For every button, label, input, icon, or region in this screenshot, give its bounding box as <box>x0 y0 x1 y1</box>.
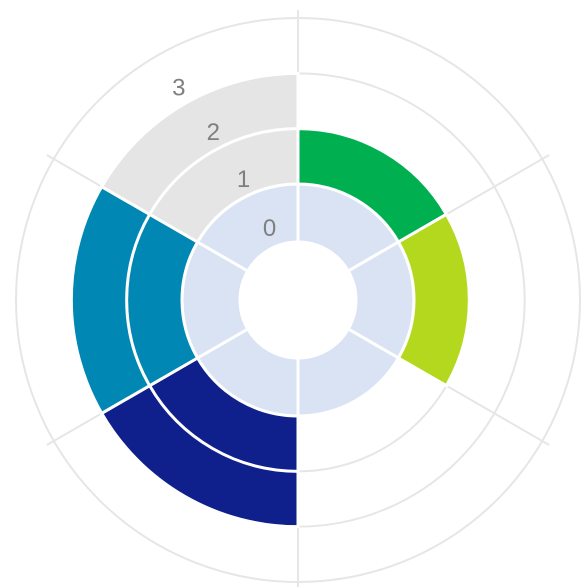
ring-separator <box>148 384 299 473</box>
r-tick-label: 0 <box>263 215 276 242</box>
sector <box>396 212 471 388</box>
ring-separator <box>125 213 151 387</box>
r-tick-label: 2 <box>207 119 220 146</box>
sector <box>99 355 300 529</box>
r-tick-label: 1 <box>237 166 250 193</box>
ring-separator <box>148 127 299 216</box>
sector <box>99 71 300 245</box>
sector <box>69 184 200 416</box>
r-tick-label: 3 <box>172 75 185 102</box>
